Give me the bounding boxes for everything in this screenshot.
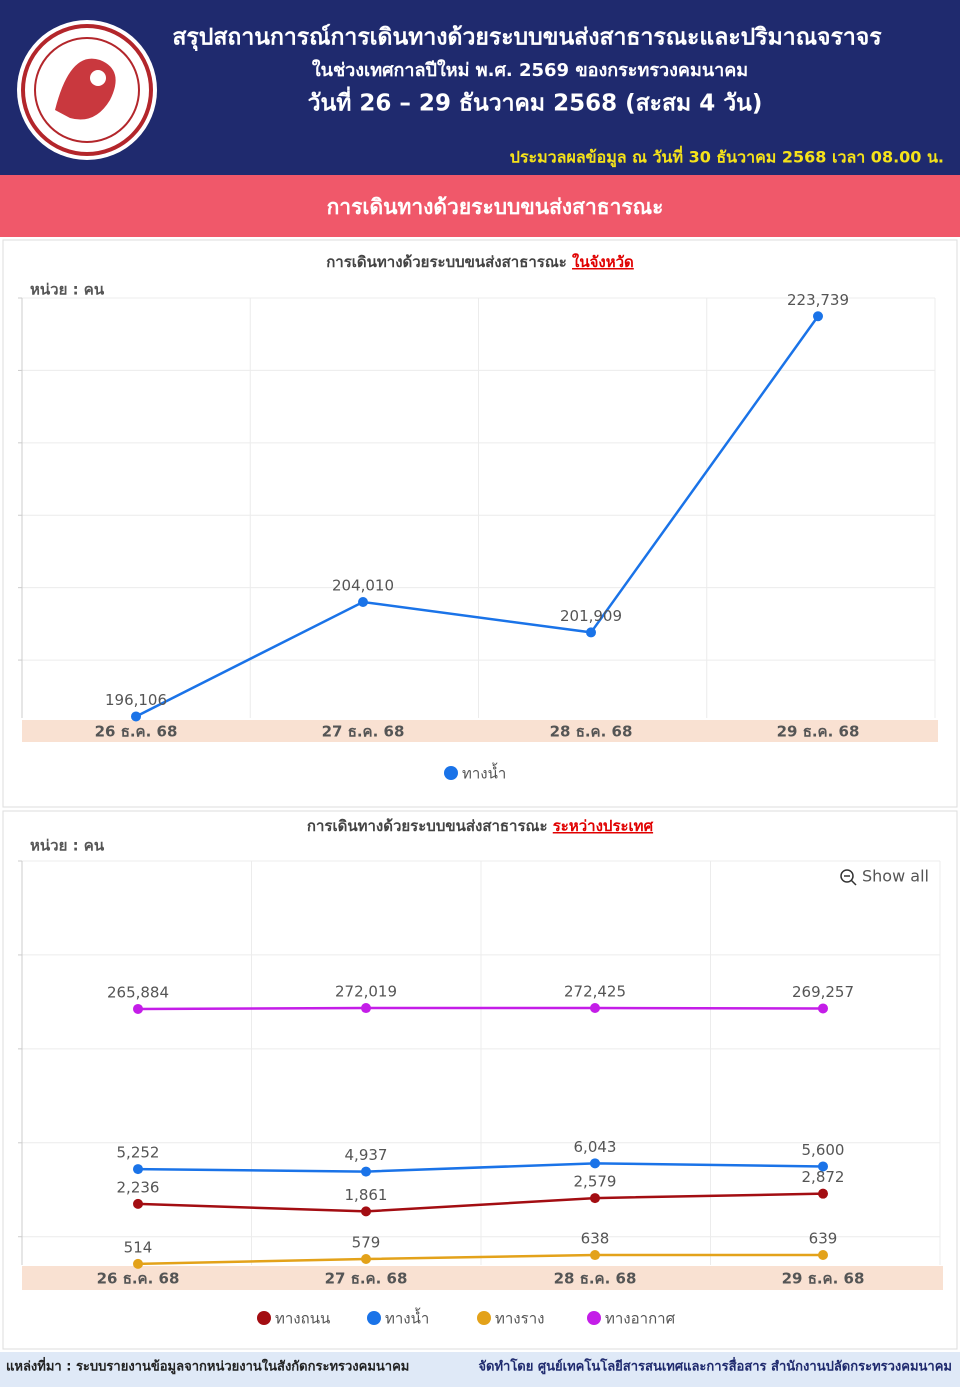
data-label: 4,937 (345, 1146, 388, 1164)
data-point (358, 596, 368, 607)
data-point (818, 1161, 828, 1172)
data-label: 638 (581, 1230, 610, 1248)
data-label: 514 (124, 1238, 153, 1256)
legend-swatch (587, 1311, 601, 1325)
data-point (133, 1258, 143, 1269)
chart-title-main: การเดินทางด้วยระบบขนส่งสาธารณะ (326, 253, 567, 271)
legend-label: ทางน้ำ (385, 1308, 429, 1328)
data-point (818, 1003, 828, 1014)
data-label: 5,600 (802, 1141, 845, 1159)
data-label: 6,043 (574, 1138, 617, 1156)
data-point (133, 1164, 143, 1175)
data-point (590, 1250, 600, 1261)
zoom-icon (850, 879, 857, 886)
data-label: 639 (809, 1229, 838, 1247)
data-point (586, 627, 596, 638)
data-label: 196,106 (105, 691, 167, 709)
x-tick-label: 29 ธ.ค. 68 (782, 1270, 865, 1288)
data-point (361, 1003, 371, 1014)
chart-title-emphasis: ในจังหวัด (572, 253, 634, 271)
data-point (818, 1249, 828, 1260)
series-line (137, 1006, 824, 1011)
header-bg (0, 0, 960, 175)
footer-source: แหล่งที่มา : ระบบรายงานข้อมูลจากหน่วยงาน… (6, 1357, 409, 1375)
chart-title-emphasis: ระหว่างประเทศ (553, 817, 654, 835)
legend-swatch (257, 1311, 271, 1325)
data-label: 1,861 (345, 1186, 388, 1204)
data-point (361, 1206, 371, 1217)
section-banner (0, 175, 960, 237)
panel (2, 810, 958, 1350)
legend-swatch (444, 766, 458, 780)
data-label: 5,252 (117, 1144, 160, 1162)
data-label: 269,257 (792, 983, 854, 1001)
unit-label: หน่วย : คน (30, 281, 105, 299)
x-tick-label: 26 ธ.ค. 68 (97, 1270, 180, 1288)
zoom-icon (840, 869, 854, 883)
data-label: 272,019 (335, 983, 397, 1001)
x-tick-label: 26 ธ.ค. 68 (95, 723, 178, 741)
x-tick-label: 29 ธ.ค. 68 (777, 723, 860, 741)
title-line1: สรุปสถานการณ์การเดินทางด้วยระบบขนส่งสาธา… (172, 24, 882, 52)
data-point (590, 1002, 600, 1013)
data-label: 201,909 (560, 607, 622, 625)
chart-title-main: การเดินทางด้วยระบบขนส่งสาธารณะ (307, 817, 548, 835)
series-line (137, 1162, 824, 1173)
chart-title: การเดินทางด้วยระบบขนส่งสาธารณะ ระหว่างปร… (307, 817, 654, 835)
section-title: การเดินทางด้วยระบบขนส่งสาธารณะ (327, 195, 664, 219)
legend-label: ทางน้ำ (462, 763, 506, 783)
legend-swatch (367, 1311, 381, 1325)
footer-credit: จัดทำโดย ศูนย์เทคโนโลยีสารสนเทศและการสื่… (478, 1357, 952, 1375)
data-point (131, 711, 141, 722)
panel (2, 239, 958, 808)
processed-note: ประมวลผลข้อมูล ณ วันที่ 30 ธันวาคม 2568 … (510, 146, 944, 169)
category-band (22, 1266, 943, 1290)
data-point (818, 1188, 828, 1199)
category-band (22, 720, 938, 742)
legend-label: ทางราง (495, 1310, 544, 1328)
data-point (133, 1003, 143, 1014)
title-line2: ในช่วงเทศกาลปีใหม่ พ.ศ. 2569 ของกระทรวงค… (312, 59, 748, 81)
title-line3: วันที่ 26 – 29 ธันวาคม 2568 (สะสม 4 วัน) (308, 86, 763, 117)
legend-swatch (477, 1311, 491, 1325)
data-point (813, 311, 823, 322)
data-point (361, 1166, 371, 1177)
chart-title: การเดินทางด้วยระบบขนส่งสาธารณะ ในจังหวัด (326, 253, 634, 271)
data-point (133, 1198, 143, 1209)
x-tick-label: 28 ธ.ค. 68 (554, 1270, 637, 1288)
data-label: 204,010 (332, 576, 394, 594)
data-label: 2,579 (574, 1173, 617, 1191)
series-line (137, 1192, 824, 1213)
legend-label: ทางถนน (275, 1310, 330, 1328)
button-label: Show all (862, 867, 929, 886)
x-tick-label: 27 ธ.ค. 68 (325, 1270, 408, 1288)
x-tick-label: 28 ธ.ค. 68 (550, 723, 633, 741)
data-label: 2,872 (802, 1168, 845, 1186)
show-all-button[interactable]: Show all (840, 867, 929, 886)
x-tick-label: 27 ธ.ค. 68 (322, 723, 405, 741)
logo (17, 20, 157, 160)
series-line (137, 1253, 824, 1266)
data-label: 265,884 (107, 983, 169, 1001)
unit-label: หน่วย : คน (30, 837, 105, 855)
data-label: 272,425 (564, 982, 626, 1000)
legend-label: ทางอากาศ (605, 1310, 676, 1328)
data-point (590, 1193, 600, 1204)
data-label: 579 (352, 1234, 381, 1252)
series-line (135, 315, 820, 718)
data-point (590, 1158, 600, 1169)
footer-bg (0, 1352, 960, 1387)
data-label: 223,739 (787, 291, 849, 309)
data-point (361, 1254, 371, 1265)
data-label: 2,236 (117, 1178, 160, 1196)
